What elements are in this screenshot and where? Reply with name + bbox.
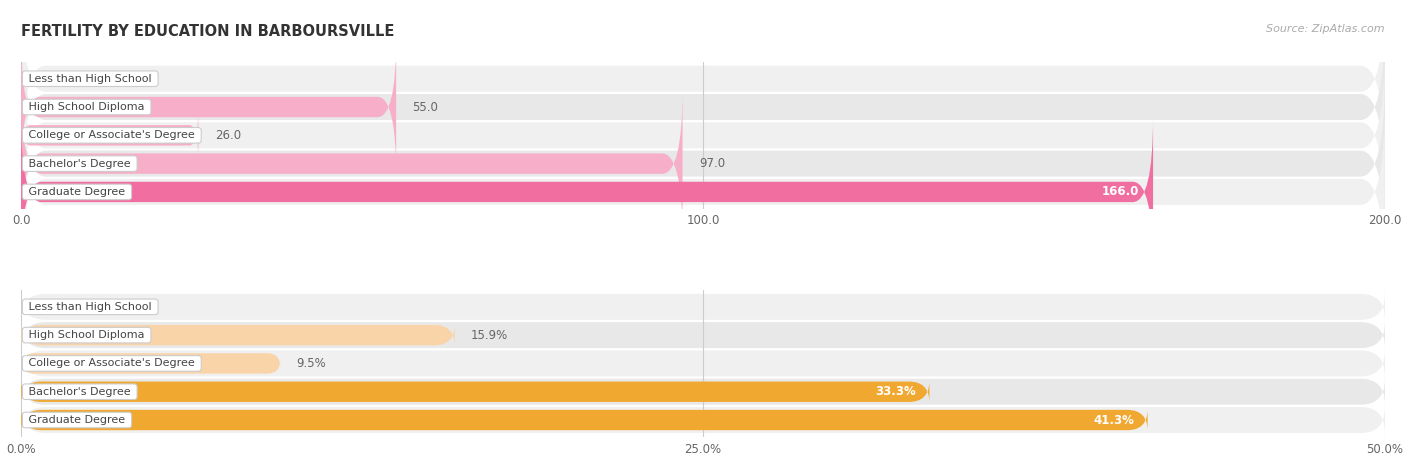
- Text: Graduate Degree: Graduate Degree: [25, 187, 129, 197]
- FancyBboxPatch shape: [21, 380, 929, 403]
- FancyBboxPatch shape: [21, 47, 1385, 224]
- Text: Less than High School: Less than High School: [25, 74, 155, 84]
- FancyBboxPatch shape: [21, 103, 1385, 281]
- FancyBboxPatch shape: [21, 379, 1385, 405]
- Text: 41.3%: 41.3%: [1092, 414, 1135, 427]
- Text: Less than High School: Less than High School: [25, 302, 155, 312]
- Text: Bachelor's Degree: Bachelor's Degree: [25, 387, 135, 397]
- Text: 9.5%: 9.5%: [297, 357, 326, 370]
- Text: High School Diploma: High School Diploma: [25, 330, 148, 340]
- Text: 0.0: 0.0: [42, 72, 60, 85]
- Text: 55.0: 55.0: [412, 101, 439, 114]
- Text: 26.0: 26.0: [215, 129, 240, 142]
- FancyBboxPatch shape: [21, 322, 1385, 348]
- Text: FERTILITY BY EDUCATION IN BARBOURSVILLE: FERTILITY BY EDUCATION IN BARBOURSVILLE: [21, 24, 395, 39]
- Text: 166.0: 166.0: [1102, 185, 1139, 199]
- FancyBboxPatch shape: [21, 407, 1385, 433]
- Text: 97.0: 97.0: [699, 157, 725, 170]
- FancyBboxPatch shape: [21, 351, 1385, 377]
- FancyBboxPatch shape: [21, 75, 1385, 253]
- Text: 0.0%: 0.0%: [42, 300, 72, 314]
- Text: Source: ZipAtlas.com: Source: ZipAtlas.com: [1267, 24, 1385, 34]
- FancyBboxPatch shape: [21, 117, 1153, 266]
- FancyBboxPatch shape: [21, 324, 454, 346]
- FancyBboxPatch shape: [21, 0, 1385, 168]
- FancyBboxPatch shape: [21, 294, 1385, 320]
- FancyBboxPatch shape: [21, 353, 280, 374]
- Text: College or Associate's Degree: College or Associate's Degree: [25, 359, 198, 369]
- FancyBboxPatch shape: [21, 409, 1147, 431]
- Text: 33.3%: 33.3%: [875, 385, 915, 398]
- FancyBboxPatch shape: [21, 39, 396, 175]
- FancyBboxPatch shape: [21, 89, 682, 238]
- Text: College or Associate's Degree: College or Associate's Degree: [25, 130, 198, 140]
- Text: High School Diploma: High School Diploma: [25, 102, 148, 112]
- FancyBboxPatch shape: [21, 109, 198, 162]
- Text: Bachelor's Degree: Bachelor's Degree: [25, 159, 135, 169]
- FancyBboxPatch shape: [21, 18, 1385, 196]
- Text: Graduate Degree: Graduate Degree: [25, 415, 129, 425]
- Text: 15.9%: 15.9%: [471, 329, 509, 342]
